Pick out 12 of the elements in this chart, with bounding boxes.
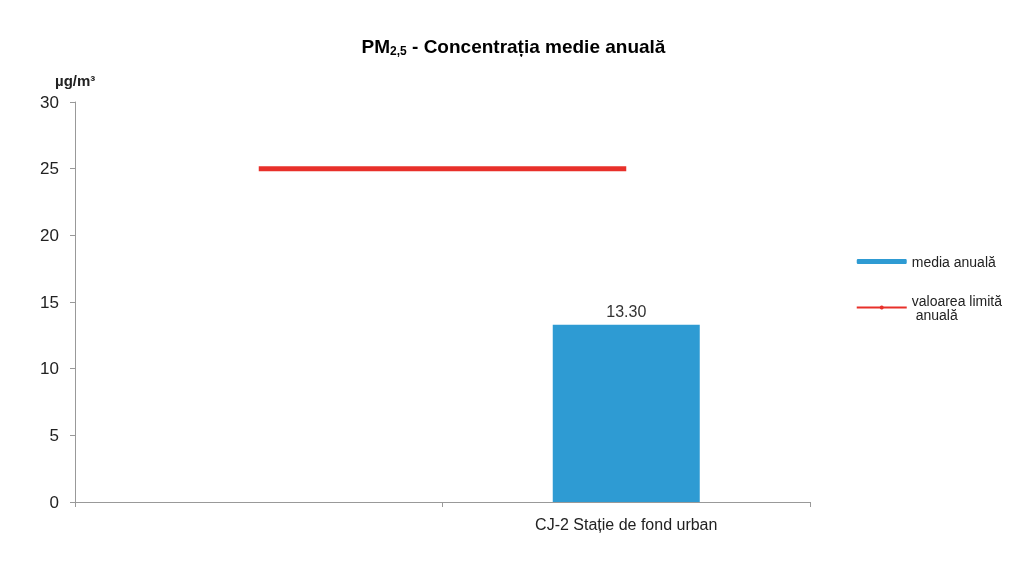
y-tick-label: 15	[40, 292, 59, 312]
y-tick-label: 30	[40, 92, 59, 112]
legend-label: media anuală	[911, 253, 997, 270]
y-tick-label: 10	[40, 359, 59, 379]
legend-label: valoarea limită anuală	[911, 292, 1003, 323]
x-tick-label: CJ-2 Stație de fond urban	[535, 515, 718, 533]
data-label: 13.30	[606, 303, 647, 321]
y-tick-label: 5	[49, 425, 59, 445]
y-tick-label: 20	[40, 225, 59, 245]
y-tick-label: 0	[49, 492, 59, 512]
y-tick-label: 25	[40, 159, 59, 179]
y-axis-title: µg/m³	[55, 72, 96, 89]
